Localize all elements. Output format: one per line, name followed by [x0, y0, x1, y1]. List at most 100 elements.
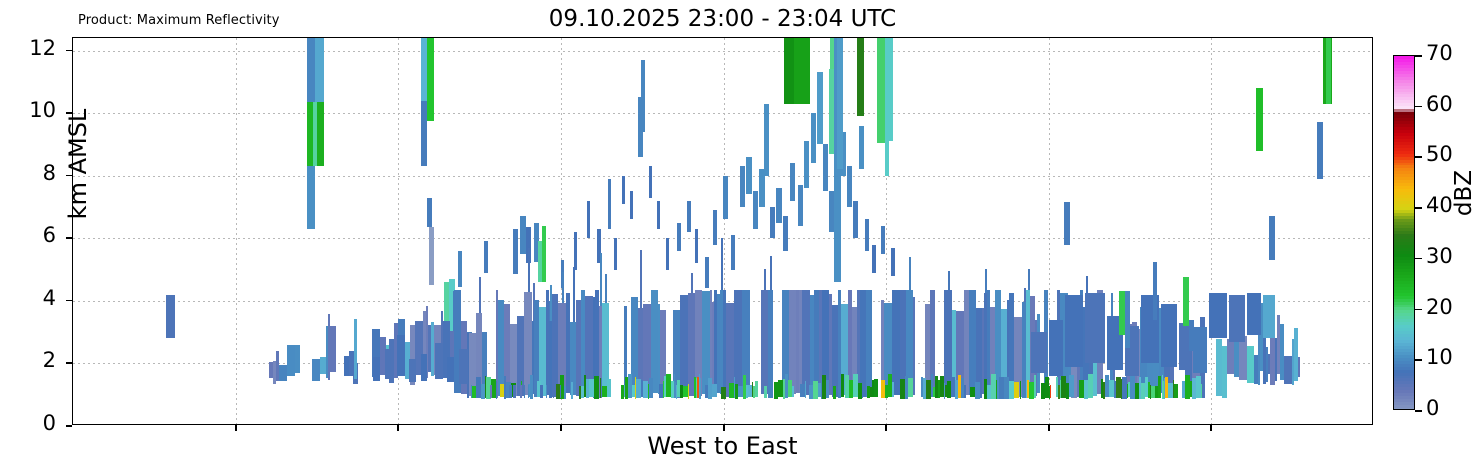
reflectivity-column	[1209, 293, 1227, 339]
reflectivity-column	[1158, 375, 1161, 398]
colorbar-tick-mark	[1415, 410, 1422, 412]
reflectivity-column	[354, 318, 357, 380]
reflectivity-column	[832, 304, 838, 397]
reflectivity-column	[1155, 386, 1158, 399]
reflectivity-column	[759, 169, 765, 207]
reflectivity-column	[651, 289, 658, 393]
y-tick-mark	[66, 174, 72, 177]
colorbar-segment	[1394, 274, 1414, 279]
reflectivity-column	[607, 378, 611, 398]
reflectivity-column	[622, 175, 625, 204]
colorbar-segment	[1394, 118, 1414, 122]
reflectivity-column	[1277, 314, 1280, 375]
reflectivity-column	[1161, 303, 1177, 367]
reflectivity-column	[892, 289, 900, 396]
reflectivity-column	[699, 373, 700, 399]
gridline-horizontal	[73, 175, 1372, 177]
colorbar-segment	[1394, 76, 1414, 81]
reflectivity-column	[510, 324, 517, 396]
reflectivity-column	[849, 380, 853, 399]
reflectivity-column	[1163, 380, 1164, 399]
reflectivity-column	[641, 59, 645, 132]
reflectivity-column	[721, 386, 726, 399]
reflectivity-column	[537, 381, 541, 397]
reflectivity-column	[1247, 346, 1254, 383]
reflectivity-column	[571, 381, 573, 399]
reflectivity-column	[884, 302, 892, 393]
reflectivity-column	[833, 386, 836, 400]
colorbar-segment	[1394, 369, 1414, 374]
reflectivity-column	[964, 289, 969, 395]
gridline-vertical	[236, 38, 237, 424]
reflectivity-column	[269, 361, 273, 379]
reflectivity-column	[921, 376, 923, 398]
colorbar-segment	[1394, 218, 1414, 223]
reflectivity-column	[458, 250, 462, 287]
colorbar-segment	[1394, 153, 1414, 158]
colorbar-segment	[1394, 195, 1414, 199]
reflectivity-column	[349, 350, 354, 377]
reflectivity-column	[913, 297, 915, 395]
reflectivity-column	[1119, 291, 1125, 336]
colorbar-segment	[1394, 298, 1414, 303]
reflectivity-column	[970, 386, 975, 398]
reflectivity-column	[796, 289, 799, 393]
colorbar-segment	[1394, 64, 1414, 69]
reflectivity-column	[809, 384, 813, 400]
reflectivity-column	[649, 166, 652, 198]
colorbar-tick-mark	[1415, 359, 1422, 361]
reflectivity-column	[683, 385, 688, 398]
colorbar-segment	[1394, 212, 1414, 217]
reflectivity-column	[1101, 378, 1103, 398]
reflectivity-column	[726, 303, 734, 398]
reflectivity-column	[317, 102, 324, 167]
reflectivity-column	[593, 296, 595, 398]
colorbar-segment	[1394, 138, 1414, 143]
reflectivity-column	[1317, 122, 1323, 179]
reflectivity-column	[1189, 319, 1194, 351]
reflectivity-column	[1020, 381, 1021, 400]
reflectivity-column	[562, 271, 564, 304]
reflectivity-column	[504, 303, 510, 393]
reflectivity-column	[602, 303, 609, 395]
reflectivity-column	[1268, 353, 1270, 374]
reflectivity-column	[476, 313, 482, 397]
reflectivity-column	[789, 289, 796, 395]
reflectivity-column	[373, 357, 380, 381]
plot-area	[72, 37, 1373, 425]
y-tick-label: 0	[42, 411, 56, 435]
colorbar-segment	[1394, 209, 1414, 214]
reflectivity-column	[714, 289, 717, 397]
reflectivity-column	[1130, 376, 1135, 399]
reflectivity-column	[394, 322, 398, 378]
reflectivity-column	[735, 384, 738, 399]
reflectivity-column	[695, 228, 698, 264]
reflectivity-column	[1065, 294, 1083, 367]
reflectivity-column	[380, 336, 386, 375]
reflectivity-column	[677, 380, 680, 397]
reflectivity-column	[449, 278, 455, 345]
reflectivity-column	[753, 385, 755, 398]
reflectivity-column	[471, 384, 472, 399]
colorbar-segment	[1394, 251, 1414, 255]
reflectivity-column	[790, 163, 795, 201]
reflectivity-column	[731, 235, 735, 270]
colorbar-segment	[1394, 189, 1414, 193]
reflectivity-column	[798, 185, 803, 226]
colorbar-segment	[1394, 94, 1414, 99]
y-tick-mark	[66, 237, 72, 239]
reflectivity-column	[1256, 88, 1263, 151]
reflectivity-column	[556, 384, 560, 400]
reflectivity-column	[589, 379, 594, 398]
reflectivity-column	[520, 216, 526, 254]
reflectivity-column	[1041, 382, 1045, 399]
reflectivity-column	[479, 277, 481, 314]
reflectivity-column	[688, 293, 695, 397]
reflectivity-column	[680, 385, 683, 399]
reflectivity-column	[826, 379, 829, 399]
reflectivity-column	[1270, 329, 1275, 385]
reflectivity-column	[454, 289, 461, 394]
reflectivity-column	[450, 330, 454, 374]
reflectivity-column	[755, 381, 758, 398]
reflectivity-column	[721, 237, 723, 290]
